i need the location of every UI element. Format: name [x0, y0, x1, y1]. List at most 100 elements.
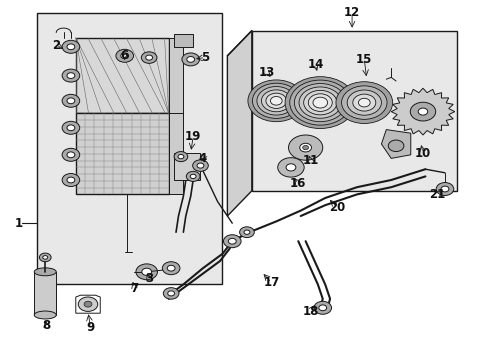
Circle shape: [247, 80, 304, 122]
Circle shape: [67, 98, 75, 104]
Circle shape: [62, 94, 80, 107]
Circle shape: [318, 305, 326, 311]
Bar: [37, 13, 222, 284]
Circle shape: [307, 94, 332, 112]
Circle shape: [228, 238, 236, 244]
Circle shape: [174, 152, 187, 162]
Circle shape: [178, 154, 183, 159]
Circle shape: [244, 230, 249, 234]
Text: 9: 9: [86, 321, 94, 334]
Circle shape: [387, 140, 403, 152]
Text: 11: 11: [302, 154, 318, 167]
Circle shape: [288, 135, 322, 160]
Circle shape: [67, 177, 75, 183]
Circle shape: [121, 53, 128, 59]
Circle shape: [312, 97, 327, 108]
Circle shape: [265, 93, 286, 108]
Circle shape: [67, 73, 75, 78]
Circle shape: [62, 69, 80, 82]
Circle shape: [417, 108, 427, 115]
Text: 1: 1: [15, 217, 22, 230]
Circle shape: [162, 262, 180, 275]
Circle shape: [294, 84, 346, 122]
Circle shape: [163, 288, 179, 299]
Text: 5: 5: [201, 51, 209, 64]
Circle shape: [223, 235, 241, 248]
Circle shape: [141, 52, 157, 63]
Polygon shape: [227, 31, 251, 216]
Circle shape: [440, 186, 448, 192]
Circle shape: [302, 145, 308, 150]
Text: 20: 20: [328, 201, 345, 213]
Circle shape: [239, 227, 254, 238]
Polygon shape: [76, 113, 168, 194]
Circle shape: [84, 301, 92, 307]
Text: 19: 19: [184, 130, 201, 143]
Circle shape: [167, 265, 175, 271]
Circle shape: [186, 57, 194, 62]
Bar: [251, 31, 456, 191]
Text: 16: 16: [289, 177, 306, 190]
Text: 7: 7: [130, 282, 138, 294]
Circle shape: [67, 152, 75, 158]
Circle shape: [62, 148, 80, 161]
Circle shape: [299, 143, 311, 152]
Circle shape: [346, 90, 381, 115]
Text: 3: 3: [145, 273, 153, 285]
Text: 4: 4: [199, 152, 206, 165]
Text: 21: 21: [428, 188, 445, 201]
Bar: [34, 272, 56, 315]
Circle shape: [277, 158, 304, 177]
Circle shape: [256, 86, 295, 115]
Circle shape: [142, 268, 151, 275]
Circle shape: [43, 256, 48, 259]
Text: 8: 8: [42, 319, 50, 332]
Circle shape: [67, 44, 75, 50]
Circle shape: [197, 163, 203, 168]
Circle shape: [313, 301, 331, 314]
Text: 2: 2: [52, 39, 60, 51]
Text: 14: 14: [306, 58, 323, 71]
Circle shape: [252, 83, 300, 118]
Circle shape: [186, 171, 200, 181]
Circle shape: [261, 90, 290, 112]
Circle shape: [167, 291, 174, 296]
Circle shape: [182, 53, 199, 66]
Bar: [168, 38, 183, 194]
Circle shape: [358, 98, 369, 107]
Circle shape: [67, 125, 75, 131]
Text: 17: 17: [263, 276, 279, 289]
Circle shape: [39, 253, 51, 262]
Circle shape: [145, 55, 152, 60]
Circle shape: [270, 96, 282, 105]
Bar: [173, 153, 200, 180]
Circle shape: [285, 164, 295, 171]
Circle shape: [341, 86, 386, 120]
Ellipse shape: [34, 268, 56, 276]
Circle shape: [190, 174, 196, 179]
Circle shape: [62, 121, 80, 134]
Polygon shape: [390, 88, 454, 135]
Circle shape: [335, 82, 392, 123]
Polygon shape: [76, 38, 168, 113]
Text: 6: 6: [121, 49, 128, 62]
Text: 10: 10: [414, 147, 430, 159]
Circle shape: [62, 174, 80, 186]
Circle shape: [285, 77, 355, 129]
Text: 15: 15: [355, 53, 372, 66]
Circle shape: [303, 90, 336, 115]
Text: 13: 13: [258, 66, 274, 78]
Circle shape: [136, 264, 157, 280]
Polygon shape: [381, 130, 410, 158]
Text: 12: 12: [343, 6, 360, 19]
Circle shape: [289, 80, 350, 125]
Circle shape: [409, 102, 435, 121]
Bar: [173, 34, 193, 47]
Text: 18: 18: [302, 305, 318, 318]
Circle shape: [62, 40, 80, 53]
Circle shape: [298, 87, 341, 118]
Circle shape: [78, 297, 98, 311]
Circle shape: [192, 160, 208, 171]
Circle shape: [116, 49, 133, 62]
Circle shape: [352, 94, 375, 111]
